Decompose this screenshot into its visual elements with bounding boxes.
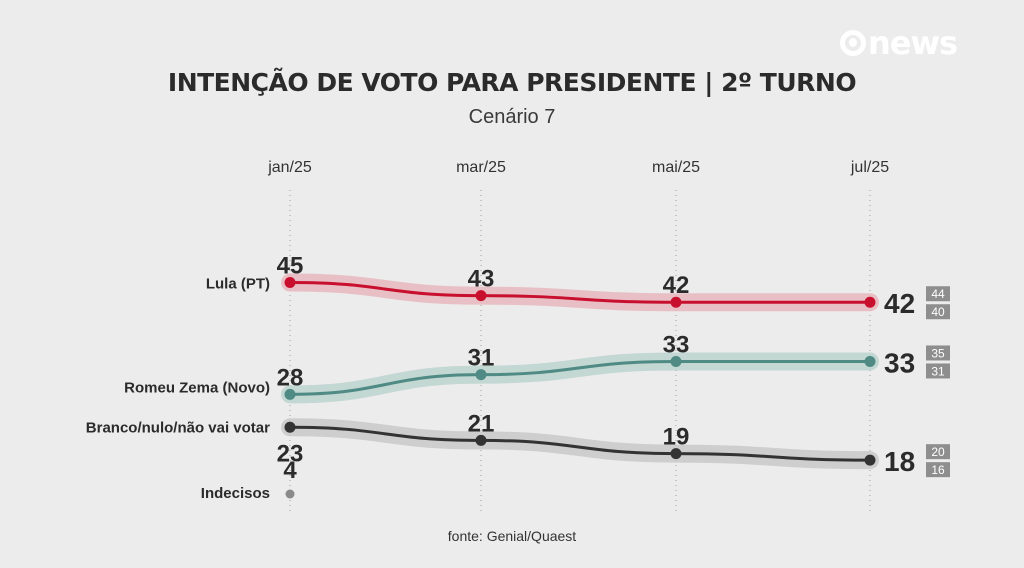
range-high-badge — [926, 444, 950, 460]
range-high-badge — [926, 286, 950, 302]
chart-subtitle: Cenário 7 — [468, 106, 556, 128]
logo-text: news — [868, 24, 958, 62]
data-point — [864, 355, 876, 367]
data-point — [475, 369, 487, 381]
x-tick-label: mai/25 — [652, 159, 700, 176]
series-line — [289, 281, 870, 304]
data-point — [670, 355, 682, 367]
series-name-label: Lula (PT) — [206, 276, 270, 293]
data-label: 23 — [277, 440, 304, 467]
data-label: 43 — [468, 266, 495, 293]
data-label: 45 — [277, 253, 304, 280]
indecisos-value-label: 4 — [283, 457, 297, 484]
data-point — [670, 448, 682, 460]
series-name-label: Branco/nulo/não vai votar — [86, 419, 270, 436]
x-tick-label: jan/25 — [267, 159, 312, 176]
series-line — [289, 425, 871, 462]
data-label: 19 — [663, 424, 690, 451]
data-label: 42 — [884, 288, 915, 319]
range-high-label: 35 — [931, 346, 945, 360]
indecisos-name-label: Indecisos — [201, 485, 270, 502]
channel-logo: news — [840, 24, 958, 62]
data-point — [670, 296, 682, 308]
data-label: 31 — [468, 345, 495, 372]
data-label: 28 — [277, 364, 304, 391]
range-low-badge — [926, 363, 950, 379]
series-name-label: Romeu Zema (Novo) — [124, 379, 270, 396]
range-high-badge — [926, 345, 950, 361]
chart-title: INTENÇÃO DE VOTO PARA PRESIDENTE | 2º TU… — [167, 68, 857, 97]
range-low-badge — [926, 462, 950, 478]
range-low-badge — [926, 304, 950, 320]
x-tick-label: mar/25 — [456, 159, 506, 176]
range-high-label: 44 — [931, 287, 945, 301]
data-label: 21 — [468, 410, 495, 437]
globo-circle-icon — [840, 30, 866, 56]
data-point — [284, 388, 296, 400]
data-point — [864, 454, 876, 466]
data-label: 33 — [663, 331, 690, 358]
indecisos-point — [285, 489, 295, 499]
data-label: 18 — [884, 446, 915, 477]
data-point — [864, 296, 876, 308]
chart-source: fonte: Genial/Quaest — [447, 528, 577, 544]
range-low-label: 16 — [931, 463, 945, 477]
data-point — [475, 290, 487, 302]
data-label: 42 — [663, 272, 690, 299]
data-label: 33 — [884, 347, 915, 378]
data-point — [284, 421, 296, 433]
range-high-label: 20 — [931, 445, 945, 459]
range-low-label: 40 — [931, 305, 945, 319]
data-point — [475, 434, 487, 446]
series-line — [289, 359, 870, 396]
range-low-label: 31 — [931, 364, 945, 378]
x-tick-label: jul/25 — [850, 159, 889, 176]
data-point — [284, 277, 296, 288]
